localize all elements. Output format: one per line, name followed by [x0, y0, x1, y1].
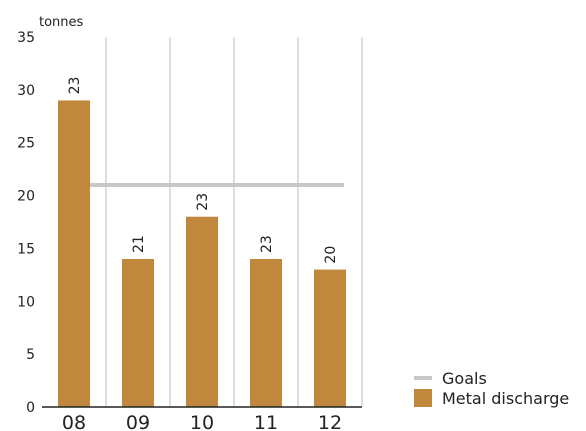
data-label-10: 23 [195, 193, 211, 211]
x-tick-label-12: 12 [318, 412, 342, 431]
x-tick-label-10: 10 [190, 412, 214, 431]
x-axis-labels: 08 09 10 11 12 [62, 412, 342, 431]
bars [58, 100, 346, 407]
y-tick-label-35: 35 [17, 30, 35, 46]
legend-swatch-goals [414, 376, 432, 380]
y-tick-label-20: 20 [17, 189, 35, 205]
y-tick-label-15: 15 [17, 241, 35, 257]
legend-item-metal-discharge: Metal discharge [414, 388, 569, 408]
bar-10 [186, 216, 218, 407]
y-tick-label-0: 0 [26, 400, 35, 416]
bar-09 [122, 259, 154, 407]
data-labels: 23 21 23 23 20 [67, 77, 339, 264]
x-tick-label-09: 09 [126, 412, 150, 431]
bar-11 [250, 259, 282, 407]
y-unit-label: tonnes [39, 15, 84, 30]
category-separators [105, 37, 363, 407]
legend-label-goals: Goals [442, 368, 487, 388]
y-tick-label-5: 5 [26, 347, 35, 363]
bar-12 [314, 269, 346, 407]
y-tick-label-25: 25 [17, 136, 35, 152]
x-tick-label-08: 08 [62, 412, 86, 431]
y-tick-label-30: 30 [17, 83, 35, 99]
bar-08 [58, 100, 90, 407]
y-axis-ticks: 0 5 10 15 20 25 30 35 [17, 30, 35, 416]
legend-swatch-metal-discharge [414, 389, 432, 407]
data-label-11: 23 [259, 235, 275, 253]
legend-label-metal-discharge: Metal discharge [442, 388, 570, 408]
data-label-09: 21 [131, 235, 147, 253]
legend-item-goals: Goals [414, 368, 569, 388]
x-tick-label-11: 11 [254, 412, 278, 431]
data-label-08: 23 [67, 77, 83, 95]
y-tick-label-10: 10 [17, 294, 35, 310]
data-label-12: 20 [323, 246, 339, 264]
legend: Goals Metal discharge [414, 368, 569, 408]
